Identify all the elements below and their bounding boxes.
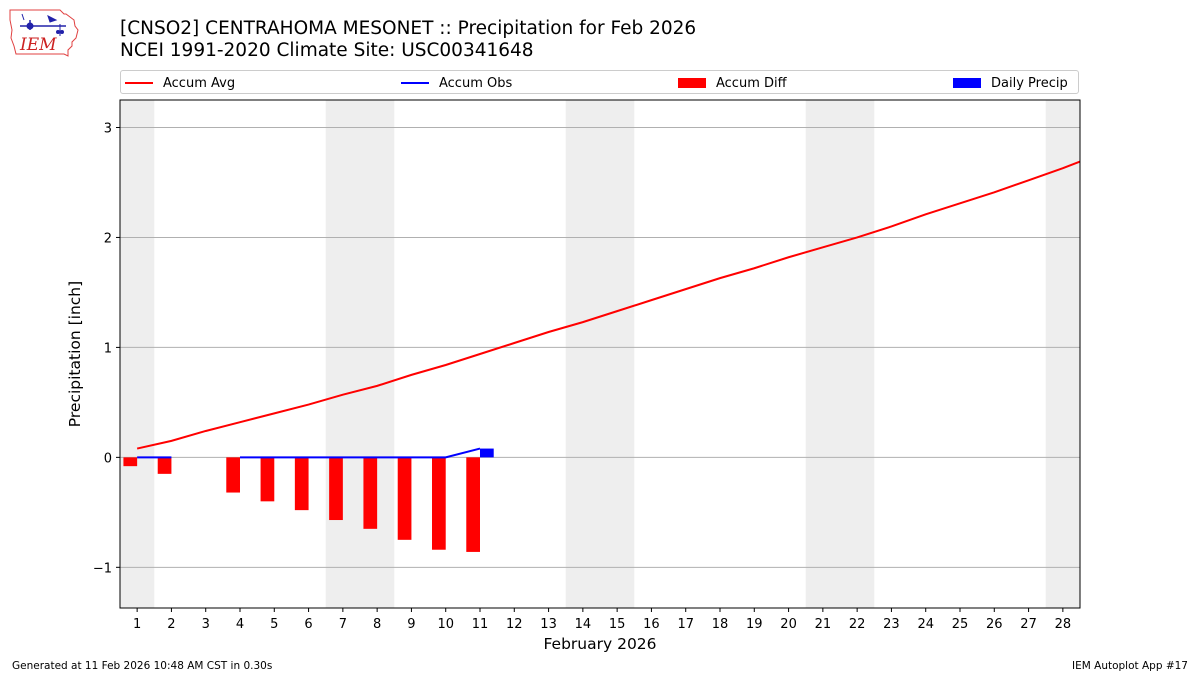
chart-subtitle: NCEI 1991-2020 Climate Site: USC00341648 — [120, 40, 534, 61]
x-tick-label-26: 26 — [986, 617, 1003, 632]
legend-label-daily-precip: Daily Precip — [991, 75, 1068, 91]
legend-label-accum-avg: Accum Avg — [163, 75, 236, 91]
accum-diff-bar-day-11 — [466, 457, 480, 552]
chart-title: [CNSO2] CENTRAHOMA MESONET :: Precipitat… — [120, 18, 697, 39]
iem-logo: IEM — [9, 9, 79, 57]
x-tick-label-14: 14 — [575, 617, 592, 632]
x-tick-label-9: 9 — [407, 617, 415, 632]
x-axis-label: February 2026 — [543, 635, 656, 653]
accum-avg-line — [136, 160, 1081, 450]
y-tick-label-1: 1 — [104, 341, 112, 356]
weekend-band-3 — [805, 100, 875, 608]
legend-swatch-accum-avg — [125, 82, 153, 84]
x-tick-label-13: 13 — [540, 617, 557, 632]
y-tick-label-3: 3 — [104, 121, 112, 136]
x-tick-label-19: 19 — [746, 617, 763, 632]
legend-swatch-accum-diff — [678, 78, 706, 88]
x-tick-label-12: 12 — [506, 617, 523, 632]
x-tick-label-4: 4 — [236, 617, 244, 632]
accum-diff-bar-day-2 — [157, 457, 172, 474]
accum-diff-bar-day-9 — [397, 457, 412, 540]
accum-diff-bar-day-5 — [260, 457, 275, 502]
y-tick-label-2: 2 — [104, 231, 112, 246]
accum-diff-bar-day-10 — [432, 457, 446, 550]
legend-label-accum-obs: Accum Obs — [439, 75, 513, 91]
x-tick-label-7: 7 — [339, 617, 347, 632]
x-tick-label-22: 22 — [849, 617, 866, 632]
weekend-band-0 — [120, 100, 155, 608]
weather-instrument-icon — [20, 13, 66, 36]
x-tick-label-6: 6 — [304, 617, 312, 632]
x-tick-label-3: 3 — [202, 617, 210, 632]
legend-item-accum-obs: Accum Obs — [401, 74, 512, 92]
accum-obs-line-segment-1 — [240, 447, 481, 459]
weekend-band-4 — [1045, 100, 1080, 608]
legend-item-daily-precip: Daily Precip — [953, 74, 1068, 92]
weekend-shading — [120, 100, 1080, 608]
bars — [123, 448, 494, 552]
x-tick-label-17: 17 — [677, 617, 694, 632]
accum-diff-bar-day-6 — [294, 457, 309, 511]
legend-item-accum-diff: Accum Diff — [678, 74, 787, 92]
x-tick-label-8: 8 — [373, 617, 381, 632]
y-axis-ticks: −1 0 1 2 3 — [93, 121, 120, 576]
y-tick-label-0: 0 — [104, 451, 112, 466]
x-tick-label-18: 18 — [712, 617, 729, 632]
x-tick-label-11: 11 — [472, 617, 489, 632]
legend-swatch-daily-precip — [953, 78, 981, 88]
x-tick-label-23: 23 — [883, 617, 900, 632]
y-axis-label: Precipitation [inch] — [66, 281, 84, 427]
x-tick-label-27: 27 — [1020, 617, 1037, 632]
x-axis-ticks: 1 2 3 4 5 6 7 8 9 10 11 12 13 14 15 16 17 18 19 20 21 22 23 24 2… — [133, 608, 1071, 632]
x-tick-label-16: 16 — [643, 617, 660, 632]
weekend-band-2 — [565, 100, 635, 608]
legend: Accum Avg Accum Obs Accum Diff Daily Pre… — [120, 70, 1079, 94]
x-tick-label-21: 21 — [815, 617, 832, 632]
accum-diff-bar-day-8 — [363, 457, 378, 529]
lines — [136, 160, 1081, 459]
iowa-outline-icon — [9, 9, 79, 57]
x-tick-label-20: 20 — [780, 617, 797, 632]
plot-frame — [119, 99, 1081, 609]
legend-label-accum-diff: Accum Diff — [716, 75, 787, 91]
accum-diff-bar-day-4 — [226, 457, 240, 493]
legend-swatch-accum-obs — [401, 82, 429, 84]
x-tick-label-15: 15 — [609, 617, 626, 632]
accum-diff-bar-day-7 — [329, 457, 343, 521]
x-tick-label-5: 5 — [270, 617, 278, 632]
daily-precip-bar-day-11 — [480, 448, 494, 458]
x-tick-label-24: 24 — [917, 617, 934, 632]
x-tick-label-2: 2 — [167, 617, 175, 632]
x-tick-label-28: 28 — [1055, 617, 1072, 632]
logo-text: IEM — [19, 35, 57, 55]
accum-diff-bar-day-1 — [123, 457, 138, 467]
legend-item-accum-avg: Accum Avg — [125, 74, 235, 92]
footer-generated: Generated at 11 Feb 2026 10:48 AM CST in… — [12, 660, 273, 672]
y-tick-label--1: −1 — [93, 561, 112, 576]
x-tick-label-10: 10 — [437, 617, 454, 632]
x-tick-label-25: 25 — [952, 617, 969, 632]
footer-app-id: IEM Autoplot App #17 — [1072, 660, 1188, 672]
x-tick-label-1: 1 — [133, 617, 141, 632]
weekend-band-1 — [325, 100, 395, 608]
